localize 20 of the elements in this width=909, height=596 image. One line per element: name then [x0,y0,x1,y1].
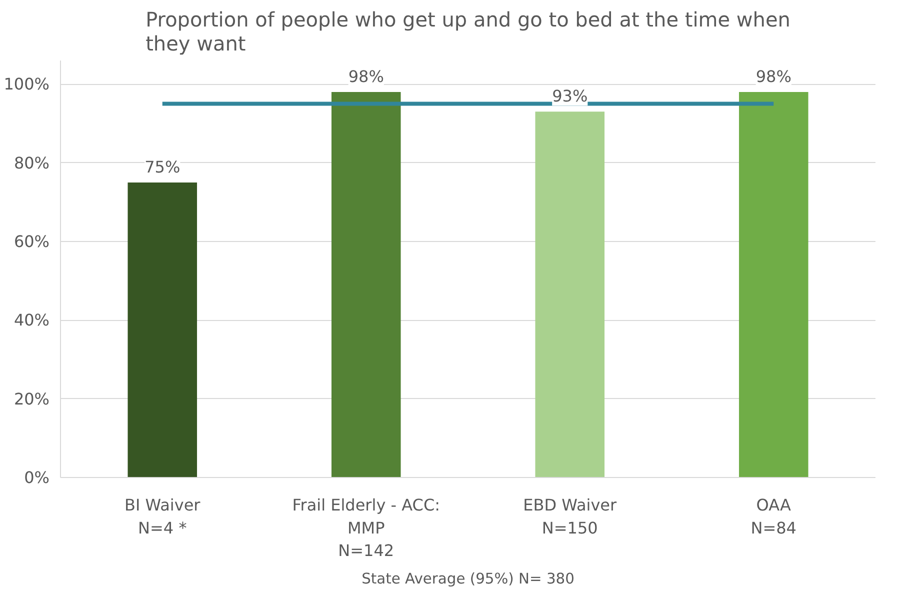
x-tick-label: OAA N=84 [750,496,796,538]
y-tick-label: 40% [14,310,50,330]
y-tick-label: 100% [4,74,50,94]
text: State Average (95%) N= 380 [362,570,574,588]
y-tick-label: 20% [14,389,50,408]
chart-title: Proportion of people who get up and go to bed at the time when they want [146,8,790,56]
bar [331,92,401,478]
data-label: 98% [348,66,384,86]
data-label: 93% [552,86,588,106]
data-label: 98% [756,66,792,86]
bar [738,92,808,478]
bar [535,112,605,478]
x-tick-label: BI Waiver N=4 * [124,496,201,538]
x-tick-label: Frail Elderly - ACC: MMP N=142 [292,496,440,560]
y-tick-label: 60% [14,232,50,251]
data-label: 75% [144,157,180,176]
y-tick-label: 80% [14,153,50,172]
bar [128,182,198,478]
x-tick-label: EBD Waiver N=150 [523,496,618,538]
y-tick-label: 0% [24,468,50,487]
